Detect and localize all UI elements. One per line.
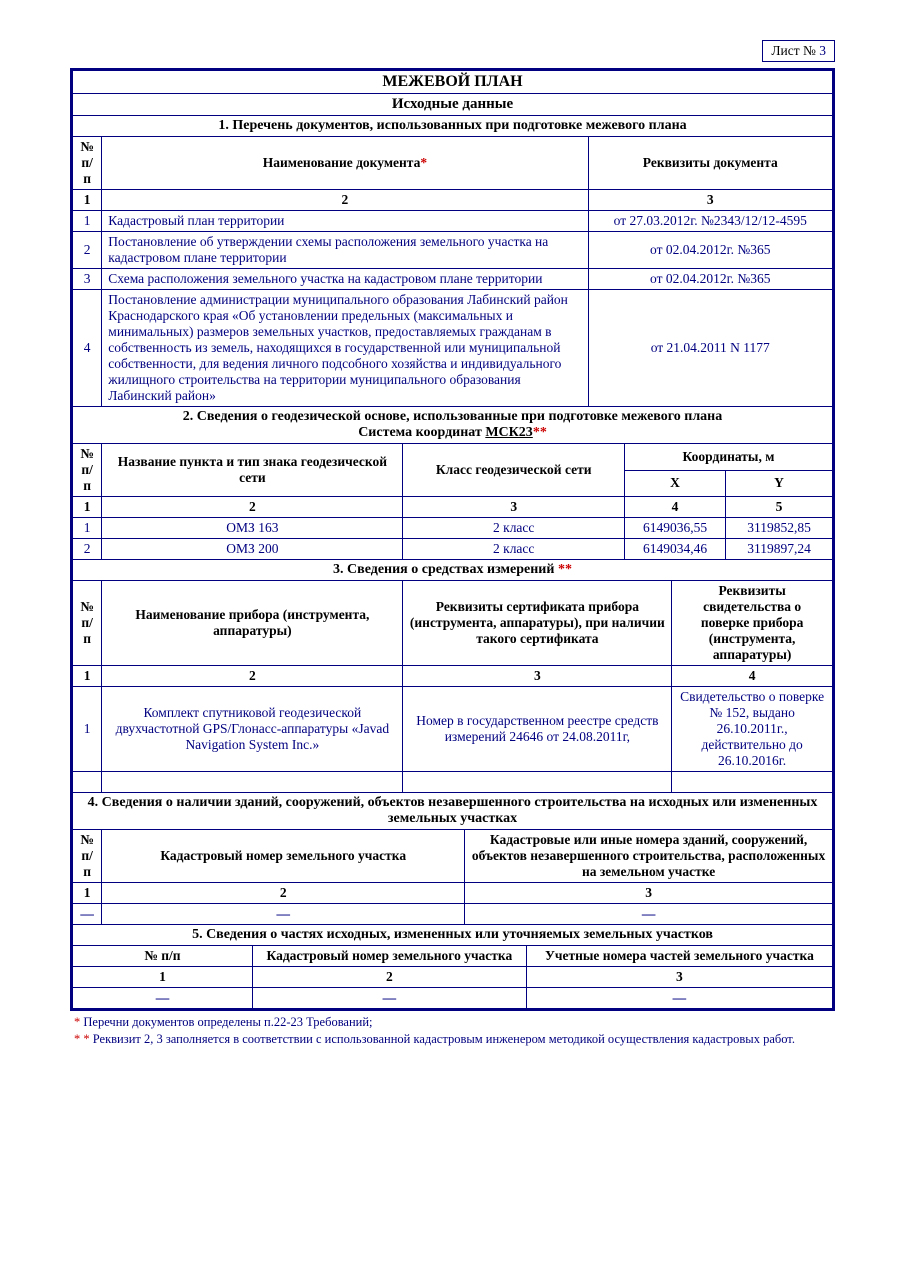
s1-r2-name: Постановление об утверждении схемы распо… [102,232,588,269]
s1-r4-name: Постановление администрации муниципально… [102,290,588,407]
sheet-number: 3 [819,43,826,58]
s1-r4-n: 4 [73,290,102,407]
s4-cn3: 3 [465,883,833,904]
s2-h-y: Y [726,470,833,497]
s3-h-num: № п/п [73,581,102,666]
s3-r1-name: Комплект спутниковой геодезической двухч… [102,687,403,772]
sheet-number-box: Лист № 3 [70,40,835,62]
doc-title: МЕЖЕВОЙ ПЛАН [73,71,833,94]
s5-d1: — [73,988,253,1009]
s3-r1-verify: Свидетельство о поверке № 152, выдано 26… [672,687,833,772]
s4-cn1: 1 [73,883,102,904]
s4-d3: — [465,904,833,925]
s3-h-cert: Реквизиты сертификата прибора (инструмен… [403,581,672,666]
s5-d3: — [526,988,832,1009]
sheet-label: Лист № [771,43,816,58]
s1-r3-n: 3 [73,269,102,290]
doc-subtitle: Исходные данные [73,94,833,116]
s3-heading: 3. Сведения о средствах измерений ** [73,560,833,581]
s5-cn3: 3 [526,967,832,988]
s2-r2-y: 3119897,24 [726,539,833,560]
s3-cn2: 2 [102,666,403,687]
s1-r2-req: от 02.04.2012г. №365 [588,232,832,269]
s4-cn2: 2 [102,883,465,904]
s2-r2-x: 6149034,46 [624,539,725,560]
document-frame: МЕЖЕВОЙ ПЛАН Исходные данные 1. Перечень… [70,68,835,1011]
s2-h-x: X [624,470,725,497]
s1-h-req: Реквизиты документа [588,137,832,190]
s2-r1-y: 3119852,85 [726,518,833,539]
s2-h-coords: Координаты, м [624,444,832,471]
s1-heading: 1. Перечень документов, использованных п… [73,116,833,137]
s2-r1-name: ОМЗ 163 [102,518,403,539]
s1-r3-req: от 02.04.2012г. №365 [588,269,832,290]
s1-r1-req: от 27.03.2012г. №2343/12/12-4595 [588,211,832,232]
s3-blank-2 [102,772,403,793]
s3-h-name: Наименование прибора (инструмента, аппар… [102,581,403,666]
footnotes: * Перечни документов определены п.22-23 … [70,1015,835,1047]
s4-h-obj: Кадастровые или иные номера зданий, соор… [465,830,833,883]
s1-h-num: № п/п [73,137,102,190]
s1-r4-req: от 21.04.2011 N 1177 [588,290,832,407]
s1-h-name: Наименование документа* [102,137,588,190]
s2-r2-n: 2 [73,539,102,560]
s5-h-cad: Кадастровый номер земельного участка [252,946,526,967]
s4-h-num: № п/п [73,830,102,883]
s3-blank-3 [403,772,672,793]
footnote-2: * * Реквизит 2, 3 заполняется в соответс… [74,1032,835,1047]
s2-r2-name: ОМЗ 200 [102,539,403,560]
s4-heading: 4. Сведения о наличии зданий, сооружений… [73,793,833,830]
main-table: МЕЖЕВОЙ ПЛАН Исходные данные 1. Перечень… [72,70,833,1009]
s1-r1-n: 1 [73,211,102,232]
s5-d2: — [252,988,526,1009]
s5-cn1: 1 [73,967,253,988]
s2-r2-cls: 2 класс [403,539,625,560]
s3-r1-n: 1 [73,687,102,772]
s3-blank-4 [672,772,833,793]
s2-h-class: Класс геодезической сети [403,444,625,497]
s4-d1: — [73,904,102,925]
s3-cn1: 1 [73,666,102,687]
s2-cn2: 2 [102,497,403,518]
s2-cn5: 5 [726,497,833,518]
s1-r1-name: Кадастровый план территории [102,211,588,232]
s2-r1-x: 6149036,55 [624,518,725,539]
s1-cn1: 1 [73,190,102,211]
s4-h-cad: Кадастровый номер земельного участка [102,830,465,883]
s5-cn2: 2 [252,967,526,988]
s2-cn1: 1 [73,497,102,518]
s3-r1-cert: Номер в государственном реестре средств … [403,687,672,772]
s1-r2-n: 2 [73,232,102,269]
s5-heading: 5. Сведения о частях исходных, измененны… [73,925,833,946]
s2-h-name: Название пункта и тип знака геодезическо… [102,444,403,497]
s2-r1-n: 1 [73,518,102,539]
s3-blank-1 [73,772,102,793]
s5-h-num: № п/п [73,946,253,967]
s2-h-num: № п/п [73,444,102,497]
s5-h-acc: Учетные номера частей земельного участка [526,946,832,967]
s2-r1-cls: 2 класс [403,518,625,539]
s2-cn4: 4 [624,497,725,518]
s1-cn3: 3 [588,190,832,211]
s4-d2: — [102,904,465,925]
s3-cn3: 3 [403,666,672,687]
s1-cn2: 2 [102,190,588,211]
s2-heading: 2. Сведения о геодезической основе, испо… [73,407,833,444]
s3-h-verify: Реквизиты свидетельства о поверке прибор… [672,581,833,666]
s2-cn3: 3 [403,497,625,518]
footnote-1: * Перечни документов определены п.22-23 … [74,1015,835,1030]
s1-r3-name: Схема расположения земельного участка на… [102,269,588,290]
s3-cn4: 4 [672,666,833,687]
